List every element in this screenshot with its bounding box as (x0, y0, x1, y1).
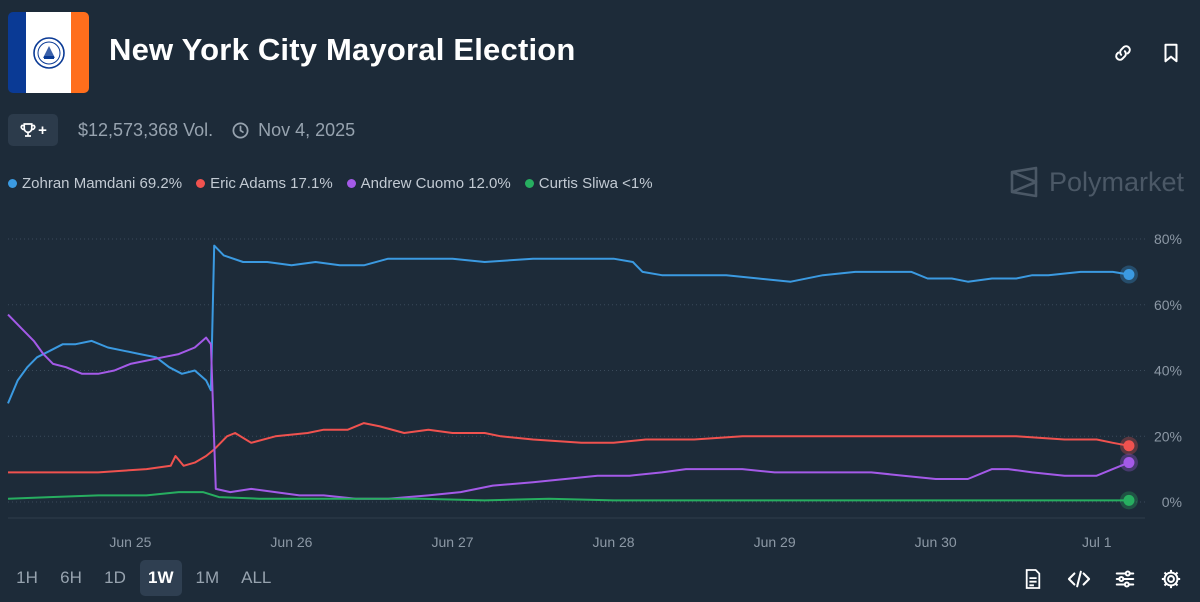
price-chart[interactable]: 0% 20% 40% 60% 80% Jun 25 Jun 26 Jun 27 Jun 28 Ju… (0, 225, 1200, 555)
series-end-marker-eric-adams (1123, 440, 1135, 452)
legend-item: Curtis Sliwa <1% (524, 175, 653, 192)
legend-dot (8, 179, 17, 188)
nyc-flag-logo (8, 12, 89, 93)
y-tick-label: 20% (1154, 428, 1182, 444)
x-tick-label: Jun 29 (754, 534, 796, 550)
legend-dot (196, 179, 206, 188)
flag-stripe-white (26, 12, 71, 93)
legend-label: Curtis Sliwa <1% (538, 175, 653, 192)
series-line-andrew-cuomo (7, 313, 1130, 500)
series-end-marker-curtis-sliwa (1123, 494, 1135, 506)
range-button-1h[interactable]: 1H (16, 568, 38, 587)
trophy-icon (20, 123, 36, 137)
y-tick-label: 80% (1154, 231, 1182, 247)
y-tick-label: 40% (1154, 363, 1182, 379)
range-button-1m[interactable]: 1M (195, 568, 220, 587)
end-date: Nov 4, 2025 (258, 119, 356, 140)
legend-item: Eric Adams 17.1% (196, 175, 333, 192)
chart-legend: Zohran Mamdani 69.2% Eric Adams 17.1% Andr… (8, 175, 653, 192)
x-tick-label: Jun 25 (109, 534, 151, 550)
series-end-marker-andrew-cuomo (1123, 457, 1135, 469)
range-button-6h[interactable]: 6H (60, 568, 82, 587)
x-tick-label: Jul 1 (1082, 534, 1112, 550)
brand-watermark: Polymarket (1009, 166, 1184, 198)
x-tick-label: Jun 27 (431, 534, 473, 550)
y-tick-label: 0% (1162, 494, 1182, 510)
x-tick-label: Jun 26 (270, 534, 312, 550)
series-line-eric-adams (8, 422, 1130, 474)
flag-stripe-orange (71, 12, 89, 93)
clock-icon (232, 122, 249, 138)
series-line-zohran-mamdani (7, 244, 1130, 404)
time-range-selector: 1H 6H 1D 1W 1M ALL (8, 560, 279, 596)
city-seal-icon (32, 36, 65, 69)
range-button-1d[interactable]: 1D (104, 568, 126, 587)
range-button-1w[interactable]: 1W (140, 560, 182, 596)
polymarket-logo-icon (1010, 166, 1038, 198)
volume-text: $12,573,368 Vol. (78, 119, 214, 140)
embed-code-icon[interactable] (1066, 566, 1092, 592)
brand-name: Polymarket (1048, 166, 1184, 197)
legend-label: Zohran Mamdani 69.2% (22, 175, 183, 192)
gear-icon[interactable] (1158, 566, 1184, 592)
legend-dot (346, 179, 356, 188)
legend-label: Eric Adams 17.1% (210, 175, 333, 192)
legend-label: Andrew Cuomo 12.0% (360, 175, 511, 192)
legend-item: Zohran Mamdani 69.2% (8, 175, 182, 192)
link-icon[interactable] (1110, 40, 1136, 66)
bookmark-icon[interactable] (1158, 40, 1184, 66)
sliders-icon[interactable] (1112, 566, 1138, 592)
legend-dot (524, 179, 534, 188)
trophy-button[interactable]: + (8, 114, 58, 146)
range-button-all[interactable]: ALL (241, 568, 272, 587)
x-tick-label: Jun 30 (915, 534, 957, 550)
series-line-curtis-sliwa (7, 491, 1129, 502)
x-tick-label: Jun 28 (593, 534, 635, 550)
y-tick-label: 60% (1154, 297, 1182, 313)
page-title: New York City Mayoral Election (109, 32, 576, 67)
trophy-plus: + (38, 121, 47, 139)
legend-item: Andrew Cuomo 12.0% (346, 175, 511, 192)
flag-stripe-blue (8, 12, 26, 93)
document-icon[interactable] (1020, 566, 1046, 592)
series-end-marker-zohran-mamdani (1123, 269, 1135, 281)
